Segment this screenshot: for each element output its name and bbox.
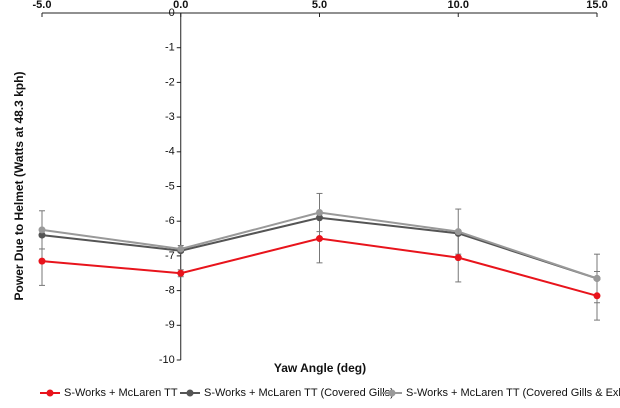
data-point <box>316 235 323 243</box>
legend-marker <box>186 389 194 397</box>
data-point <box>38 231 46 239</box>
legend-marker <box>388 389 396 397</box>
y-tick-label: 0 <box>169 7 175 19</box>
data-point <box>593 292 601 300</box>
y-tick-label: -7 <box>165 250 175 262</box>
data-point <box>316 214 323 222</box>
legend-label: S-Works + McLaren TT (Covered Gills & Ex… <box>406 387 620 399</box>
data-point <box>593 274 601 282</box>
y-tick-label: -10 <box>159 354 175 366</box>
data-point <box>177 245 185 253</box>
data-point <box>38 257 46 265</box>
y-tick-label: -4 <box>165 146 175 158</box>
y-tick-label: -1 <box>165 42 175 54</box>
x-tick-label: 5.0 <box>312 0 327 11</box>
x-tick-label: 0.0 <box>173 0 188 11</box>
data-point <box>38 226 46 234</box>
legend-marker <box>46 389 54 397</box>
x-tick-label: 10.0 <box>448 0 469 11</box>
legend-label: S-Works + McLaren TT (Covered Gills) <box>204 387 394 399</box>
y-tick-label: -9 <box>165 319 175 331</box>
data-point <box>454 254 462 262</box>
y-tick-label: -2 <box>165 76 175 88</box>
x-tick-label: -5.0 <box>33 0 52 11</box>
x-axis-title: Yaw Angle (deg) <box>274 361 366 375</box>
y-tick-label: -8 <box>165 285 175 297</box>
data-point <box>177 269 185 277</box>
x-tick-label: 15.0 <box>586 0 607 11</box>
legend-label: S-Works + McLaren TT <box>64 387 178 399</box>
y-tick-label: -3 <box>165 111 175 123</box>
data-point <box>316 209 323 217</box>
data-point <box>454 228 462 236</box>
y-tick-label: -5 <box>165 180 175 192</box>
y-axis-title: Power Due to Helmet (Watts at 48.3 kph) <box>12 72 26 301</box>
y-tick-label: -6 <box>165 215 175 227</box>
